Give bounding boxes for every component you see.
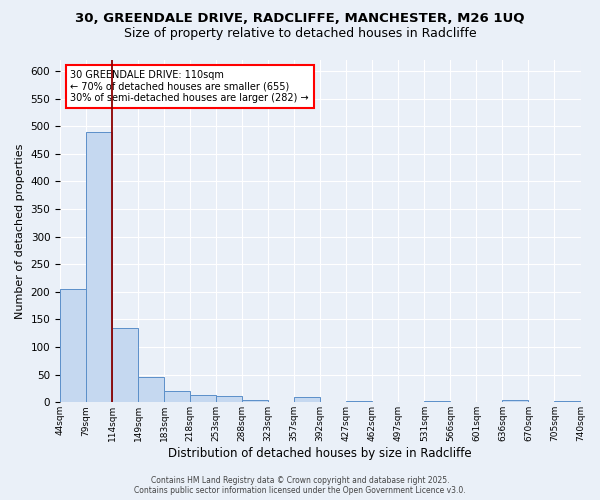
Bar bbox=[190, 394, 216, 402]
Bar bbox=[216, 396, 242, 402]
Text: 30 GREENDALE DRIVE: 110sqm
← 70% of detached houses are smaller (655)
30% of sem: 30 GREENDALE DRIVE: 110sqm ← 70% of deta… bbox=[70, 70, 309, 104]
Bar bbox=[554, 400, 581, 402]
Bar bbox=[294, 398, 320, 402]
Bar bbox=[242, 400, 268, 402]
Bar bbox=[164, 390, 190, 402]
Bar bbox=[502, 400, 529, 402]
Text: Contains HM Land Registry data © Crown copyright and database right 2025.
Contai: Contains HM Land Registry data © Crown c… bbox=[134, 476, 466, 495]
Y-axis label: Number of detached properties: Number of detached properties bbox=[15, 144, 25, 319]
Bar bbox=[138, 378, 164, 402]
Text: Size of property relative to detached houses in Radcliffe: Size of property relative to detached ho… bbox=[124, 28, 476, 40]
Bar bbox=[424, 400, 451, 402]
Bar bbox=[60, 289, 86, 403]
X-axis label: Distribution of detached houses by size in Radcliffe: Distribution of detached houses by size … bbox=[169, 447, 472, 460]
Bar bbox=[346, 400, 373, 402]
Bar bbox=[112, 328, 138, 402]
Text: 30, GREENDALE DRIVE, RADCLIFFE, MANCHESTER, M26 1UQ: 30, GREENDALE DRIVE, RADCLIFFE, MANCHEST… bbox=[75, 12, 525, 26]
Bar bbox=[86, 132, 112, 402]
